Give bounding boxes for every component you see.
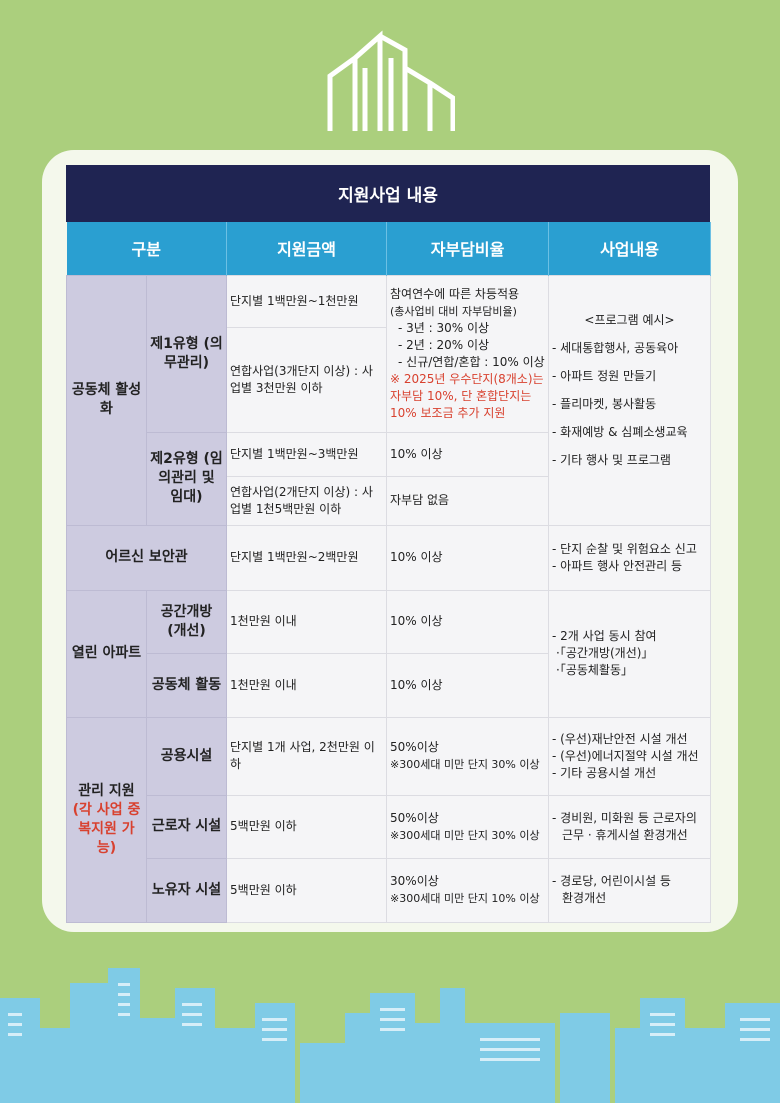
- ratio-cell: 50%이상 ※300세대 미만 단지 30% 이상: [386, 794, 550, 859]
- ratio-cell: 10% 이상: [386, 652, 550, 718]
- ratio-line: 50%이상: [390, 810, 439, 825]
- amount-cell: 단지별 1개 사업, 2천만원 이하: [226, 716, 388, 796]
- type-worker-facility: 근로자 시설: [145, 794, 228, 859]
- table-title: 지원사업 내용: [66, 165, 710, 222]
- type-space-open: 공간개방 (개선): [145, 589, 228, 654]
- content-line: - 경비원, 미화원 등 근로자의: [552, 810, 697, 825]
- amount-cell: 단지별 1백만원~1천만원: [226, 274, 388, 328]
- content-cell: - 단지 순찰 및 위험요소 신고 - 아파트 행사 안전관리 등: [548, 524, 712, 591]
- category-note: (각 사업 중복지원 가능): [72, 801, 141, 856]
- ratio-note: ※300세대 미만 단지 10% 이상: [390, 892, 540, 905]
- header-amount: 지원금액: [226, 222, 388, 275]
- amount-cell: 5백만원 이하: [226, 794, 388, 859]
- amount-cell: 단지별 1백만원~2백만원: [226, 524, 388, 591]
- amount-cell: 5백만원 이하: [226, 857, 388, 923]
- content-line: ·「공동체활동」: [556, 663, 634, 677]
- content-line: - 2개 사업 동시 참여: [552, 629, 657, 643]
- ratio-cell: 10% 이상: [386, 524, 550, 591]
- content-line: - 경로당, 어린이시설 등: [552, 874, 671, 888]
- type-common-facility: 공용시설: [145, 716, 228, 796]
- content-cell: - (우선)재난안전 시설 개선 - (우선)에너지절약 시설 개선 - 기타 공용…: [548, 716, 712, 796]
- content-line: - 아파트 정원 만들기: [552, 368, 657, 383]
- ratio-note: ※ 2025년 우수단지(8개소)는 자부담 10%, 단 혼합단지는 10% …: [390, 371, 544, 420]
- ratio-note: ※300세대 미만 단지 30% 이상: [390, 828, 540, 842]
- building-logo-icon: [327, 30, 455, 131]
- category-label: 관리 지원: [78, 782, 135, 799]
- type-2: 제2유형 (임의관리 및 임대): [145, 431, 228, 526]
- content-cell: - 2개 사업 동시 참여 ·「공간개방(개선)」 ·「공동체활동」: [548, 589, 712, 718]
- category-management-support: 관리 지원 (각 사업 중복지원 가능): [66, 716, 147, 923]
- content-line: - 플리마켓, 봉사활동: [552, 396, 657, 411]
- header-content: 사업내용: [548, 222, 712, 275]
- content-line: - (우선)재난안전 시설 개선: [552, 731, 688, 746]
- amount-cell: 연합사업(3개단지 이상) : 사업별 3천만원 이하: [226, 326, 388, 433]
- category-open-apartment: 열린 아파트: [66, 589, 147, 718]
- ratio-cell: 50%이상 ※300세대 미만 단지 30% 이상: [386, 716, 550, 796]
- city-skyline-icon: [0, 968, 780, 1103]
- amount-cell: 1천만원 이내: [226, 652, 388, 718]
- ratio-line: (총사업비 대비 자부담비율): [390, 304, 517, 318]
- category-community: 공동체 활성화: [66, 274, 147, 526]
- content-line: - 기타 행사 및 프로그램: [552, 452, 671, 467]
- type-elderly-child-facility: 노유자 시설: [145, 857, 228, 923]
- content-line: 환경개선: [562, 891, 607, 905]
- content-line: - 화재예방 & 심폐소생교육: [552, 424, 688, 439]
- content-cell: <프로그램 예시> - 세대통합행사, 공동육아 - 아파트 정원 만들기 - …: [548, 274, 712, 526]
- header-category: 구분: [66, 222, 228, 275]
- header-ratio: 자부담비율: [386, 222, 550, 275]
- ratio-cell: 30%이상 ※300세대 미만 단지 10% 이상: [386, 857, 550, 923]
- content-line: 근무 · 휴게시설 환경개선: [562, 827, 688, 842]
- content-line: ·「공간개방(개선)」: [556, 646, 654, 660]
- ratio-cell: 10% 이상: [386, 431, 550, 477]
- content-line: - (우선)에너지절약 시설 개선: [552, 748, 699, 763]
- ratio-line: - 2년 : 20% 이상: [398, 337, 490, 352]
- category-senior-guard: 어르신 보안관: [65, 524, 228, 591]
- content-line: - 단지 순찰 및 위험요소 신고: [552, 541, 697, 556]
- ratio-cell: 자부담 없음: [386, 475, 550, 526]
- ratio-line: 참여연수에 따른 차등적용: [390, 286, 520, 301]
- ratio-line: - 신규/연합/혼합 : 10% 이상: [398, 354, 545, 369]
- ratio-note: ※300세대 미만 단지 30% 이상: [390, 758, 540, 771]
- type-1: 제1유형 (의무관리): [145, 274, 228, 433]
- content-line: - 기타 공용시설 개선: [552, 765, 657, 780]
- type-community-activity: 공동체 활동: [145, 652, 228, 718]
- ratio-line: 30%이상: [390, 874, 439, 888]
- ratio-cell: 10% 이상: [386, 589, 550, 654]
- ratio-cell: 참여연수에 따른 차등적용 (총사업비 대비 자부담비율) - 3년 : 30%…: [386, 274, 550, 433]
- support-table: 구분 지원금액 자부담비율 사업내용 공동체 활성화 제1유형 (의무관리) 단지별 …: [65, 222, 712, 923]
- content-line: - 세대통합행사, 공동육아: [552, 340, 679, 355]
- amount-cell: 단지별 1백만원~3백만원: [226, 431, 388, 477]
- content-line: <프로그램 예시>: [584, 312, 675, 327]
- content-line: - 아파트 행사 안전관리 등: [552, 558, 683, 573]
- ratio-line: 50%이상: [390, 740, 439, 754]
- amount-cell: 연합사업(2개단지 이상) : 사업별 1천5백만원 이하: [226, 475, 388, 526]
- ratio-line: - 3년 : 30% 이상: [398, 320, 490, 335]
- amount-cell: 1천만원 이내: [226, 589, 388, 654]
